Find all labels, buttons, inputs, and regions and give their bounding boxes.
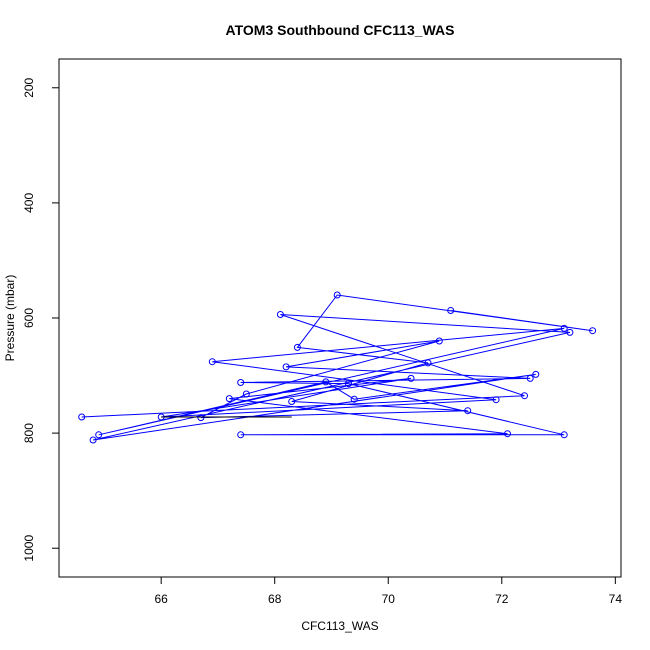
- data-point-0-0: [78, 413, 86, 421]
- data-point-0-26: [288, 398, 296, 405]
- data-point-0-13: [407, 374, 415, 382]
- data-point-0-6: [350, 395, 358, 403]
- data-point-0-27: [424, 359, 432, 367]
- data-point-0-17: [560, 431, 568, 439]
- data-point-0-30: [589, 327, 597, 335]
- x-tick-label: 74: [609, 592, 623, 606]
- x-axis: 66 68 70 72 74: [155, 576, 623, 606]
- y-tick-label: 1000: [22, 535, 36, 562]
- data-point-0-2: [276, 311, 284, 318]
- data-point-0-19: [237, 379, 245, 386]
- x-tick-label: 72: [495, 592, 509, 606]
- data-point-0-16: [237, 431, 245, 439]
- data-point-0-3: [566, 328, 574, 336]
- x-tick-label: 68: [268, 592, 282, 606]
- y-tick-label: 800: [22, 423, 36, 443]
- y-axis-label: Pressure (mbar): [3, 275, 17, 362]
- data-point-0-25: [464, 407, 472, 415]
- y-tick-label: 400: [22, 193, 36, 213]
- series-line-0: [81, 294, 593, 441]
- series-layer: [78, 291, 597, 444]
- data-point-0-1: [521, 392, 528, 400]
- data-point-0-5: [532, 370, 540, 378]
- data-point-0-7: [322, 378, 330, 386]
- data-point-0-18: [345, 380, 352, 388]
- data-point-0-15: [504, 430, 511, 438]
- data-point-0-10: [208, 358, 216, 366]
- data-point-0-28: [293, 343, 301, 351]
- data-point-0-24: [197, 414, 205, 422]
- x-tick-label: 70: [382, 592, 396, 606]
- y-tick-label: 600: [22, 308, 36, 328]
- chart-title: ATOM3 Southbound CFC113_WAS: [226, 22, 455, 38]
- data-point-0-31: [447, 307, 455, 314]
- data-point-0-20: [526, 374, 534, 382]
- y-tick-label: 200: [22, 77, 36, 97]
- data-point-0-4: [89, 436, 97, 444]
- data-point-0-23: [242, 390, 250, 398]
- data-point-0-9: [560, 324, 568, 332]
- y-axis: 200 400 600 800 1000: [22, 77, 60, 562]
- data-point-0-21: [282, 363, 290, 371]
- data-point-0-11: [492, 396, 500, 404]
- data-point-0-29: [333, 291, 341, 299]
- data-point-0-22: [435, 337, 443, 345]
- data-point-0-14: [225, 395, 233, 403]
- data-point-0-8: [95, 431, 103, 439]
- x-tick-label: 66: [155, 592, 169, 606]
- x-axis-label: CFC113_WAS: [301, 619, 378, 633]
